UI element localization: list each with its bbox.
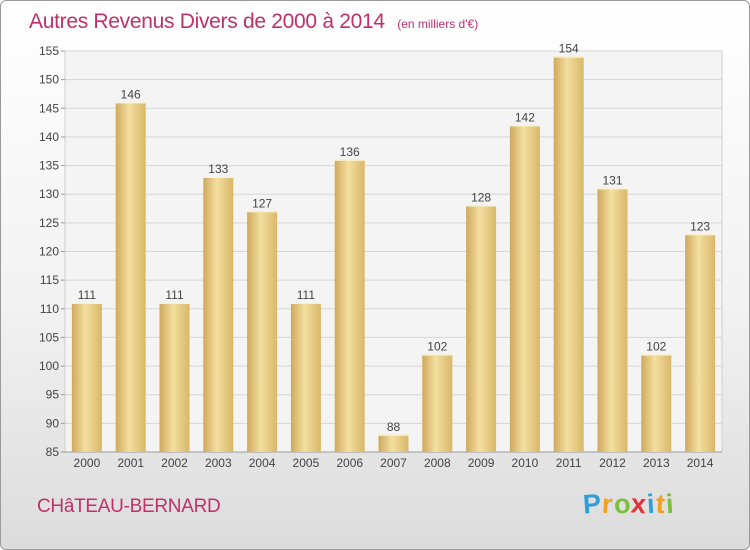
data-label-2002: 111: [165, 288, 184, 302]
y-tick-label: 105: [39, 330, 59, 344]
y-tick-label: 125: [39, 216, 59, 230]
y-tick-label: 100: [39, 359, 59, 373]
x-tick-label-2010: 2010: [512, 456, 539, 470]
bar-2003: [203, 177, 234, 452]
y-tick-label: 95: [46, 388, 60, 402]
x-tick-label-2006: 2006: [336, 456, 363, 470]
chart-unit: (en milliers d'€): [397, 17, 479, 31]
y-tick-label: 85: [46, 445, 60, 459]
data-label-2008: 102: [427, 340, 447, 354]
x-tick-label-2003: 2003: [205, 456, 232, 470]
y-tick-label: 135: [39, 159, 59, 173]
x-tick-label-2004: 2004: [249, 456, 276, 470]
x-tick-label-2014: 2014: [687, 456, 714, 470]
bar-2006: [334, 159, 365, 453]
bar-2004: [247, 211, 278, 452]
x-tick-label-2012: 2012: [599, 456, 626, 470]
data-label-2000: 111: [78, 288, 97, 302]
y-tick-label: 150: [39, 73, 59, 87]
data-label-2004: 127: [252, 196, 272, 210]
x-tick-label-2005: 2005: [293, 456, 320, 470]
x-tick-label-2007: 2007: [380, 456, 407, 470]
bar-2014: [685, 234, 716, 452]
x-tick-label-2011: 2011: [556, 456, 582, 470]
bar-2000: [71, 303, 102, 452]
y-tick-label: 120: [39, 245, 59, 259]
bar-2002: [159, 303, 190, 452]
bar-2009: [466, 205, 497, 452]
data-label-2014: 123: [690, 219, 710, 233]
logo-letter: i: [664, 488, 676, 520]
data-label-2003: 133: [208, 162, 228, 176]
data-label-2005: 111: [297, 288, 316, 302]
data-label-2011: 154: [559, 42, 579, 56]
title-row: Autres Revenus Divers de 2000 à 2014 (en…: [29, 10, 478, 34]
logo-letter: P: [581, 488, 604, 520]
y-tick-label: 140: [39, 130, 59, 144]
y-tick-label: 115: [40, 273, 59, 287]
data-label-2012: 131: [602, 173, 622, 187]
x-tick-label-2008: 2008: [424, 456, 451, 470]
x-tick-label-2009: 2009: [468, 456, 495, 470]
bar-2001: [115, 102, 146, 453]
y-tick-label: 90: [46, 416, 60, 430]
bar-2012: [597, 188, 628, 452]
y-tick-label: 110: [40, 302, 59, 316]
bar-2013: [641, 354, 672, 452]
bar-2008: [422, 354, 453, 452]
data-label-2007: 88: [387, 420, 401, 434]
bar-2011: [553, 56, 584, 452]
chart-title: Autres Revenus Divers de 2000 à 2014: [29, 10, 385, 33]
data-label-2001: 146: [121, 88, 141, 102]
x-tick-label-2000: 2000: [74, 456, 101, 470]
bar-2007: [378, 434, 409, 452]
bar-2010: [509, 125, 540, 452]
data-label-2006: 136: [340, 145, 360, 159]
y-tick-label: 145: [39, 101, 59, 115]
y-tick-label: 155: [39, 44, 59, 58]
data-label-2010: 142: [515, 110, 535, 124]
x-tick-label-2002: 2002: [161, 456, 188, 470]
proxiti-logo: Proxiti: [581, 488, 676, 520]
data-label-2013: 102: [646, 340, 666, 354]
y-tick-label: 130: [39, 187, 59, 201]
bar-2005: [290, 303, 321, 452]
x-tick-label-2001: 2001: [117, 456, 144, 470]
location-name: CHâTEAU-BERNARD: [37, 496, 221, 517]
x-tick-label-2013: 2013: [643, 456, 670, 470]
data-label-2009: 128: [471, 191, 491, 205]
